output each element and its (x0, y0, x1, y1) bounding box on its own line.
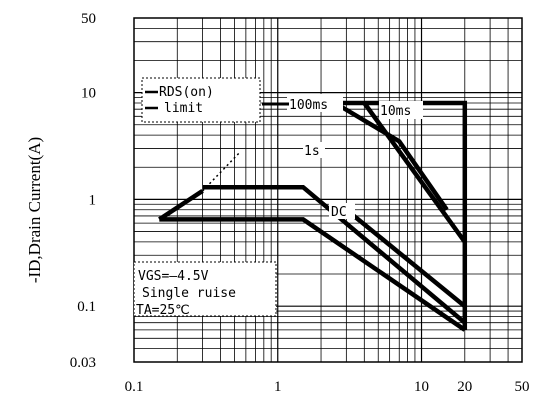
x-tick-label: 10 (414, 379, 429, 395)
y-tick-label: 0.1 (77, 299, 96, 315)
label-10ms: 10ms (380, 104, 411, 119)
grid-lines (134, 18, 522, 362)
curve-6 (362, 101, 467, 244)
plot-border (133, 17, 523, 363)
y-tick-label: 0.03 (70, 355, 96, 371)
label-1s: 1s (304, 144, 320, 159)
rds-limit-extension (202, 151, 241, 192)
y-tick-label: 10 (81, 86, 96, 102)
x-tick-label: 20 (457, 379, 472, 395)
rds-label-line1: RDS(on) (159, 85, 214, 100)
cond-ta: TA=25℃ (136, 303, 190, 318)
plot-frame (133, 17, 523, 363)
test-conditions-box: VGS=—4.5V Single ruise TA=25℃ (133, 261, 277, 318)
y-axis-label: -ID,Drain Current(A) (25, 137, 44, 283)
curve-10ms (333, 101, 449, 211)
x-tick-label: 1 (274, 379, 282, 395)
label-dc: DC (331, 205, 347, 220)
curve-dc (344, 207, 467, 308)
tick-labels: 0.1 1 10 20 50 50 10 1 0.1 0.03 (70, 11, 530, 395)
rds-limit-annotation: RDS(on) limit (141, 77, 261, 123)
curve-1s (159, 217, 467, 332)
cond-pulse: Single ruise (142, 286, 236, 301)
rds-label-line2: limit (164, 101, 203, 116)
curve-rds-on-limit (158, 189, 204, 222)
y-tick-label: 1 (89, 192, 97, 208)
y-tick-label: 50 (81, 11, 96, 27)
x-tick-label: 0.1 (125, 379, 144, 395)
curves (158, 100, 468, 332)
label-100ms: 100ms (289, 98, 328, 113)
curve-7 (321, 100, 468, 330)
x-tick-label: 50 (515, 379, 530, 395)
cond-vgs: VGS=—4.5V (138, 269, 209, 284)
curve-100ms (202, 184, 467, 325)
